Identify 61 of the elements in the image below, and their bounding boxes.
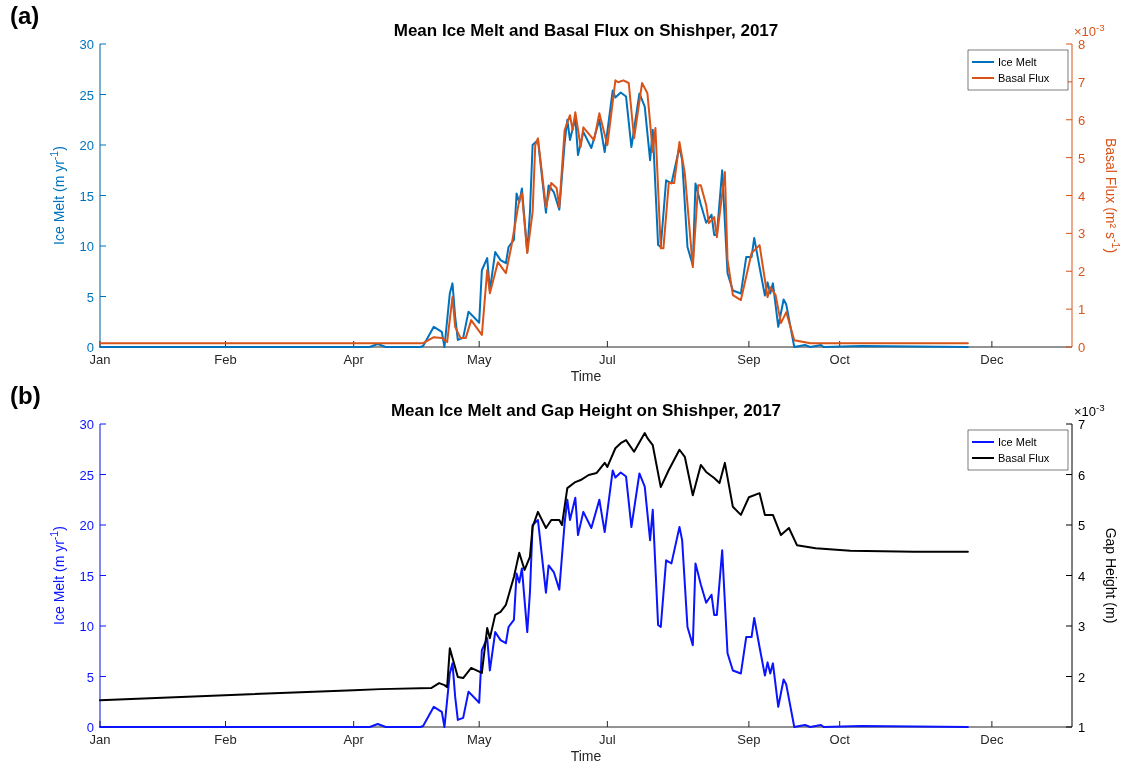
x-tick-label: Oct [829, 732, 851, 747]
y2-tick-label: 2 [1078, 264, 1086, 280]
line-series [99, 432, 969, 702]
y2-tick-label: 3 [1078, 619, 1086, 634]
x-tick-label: Jul [599, 352, 616, 367]
x-tick-label: Apr [343, 352, 365, 367]
y-tick-label: 10 [79, 619, 94, 634]
y-tick-label: 5 [86, 669, 94, 685]
y2-tick-label: 6 [1078, 112, 1086, 128]
chart-title: Mean Ice Melt and Gap Height on Shishper, 2017 [390, 401, 782, 420]
x-tick-label: Dec [980, 732, 1004, 747]
text: (a) [10, 2, 40, 29]
y-tick-label: 15 [79, 188, 94, 204]
x-tick-label: Dec [980, 352, 1004, 367]
line-series [99, 469, 969, 728]
y-tick-label: 30 [79, 417, 94, 432]
y2-tick-label: 1 [1078, 720, 1086, 735]
x-tick-label: May [466, 352, 492, 367]
y-tick-label: 0 [86, 720, 94, 735]
text: ×10$^{-3}$ [1074, 21, 1105, 39]
y-tick-label: 10 [79, 239, 94, 254]
y-tick-label: 5 [86, 289, 94, 305]
y-tick-label: 20 [79, 138, 94, 153]
x-tick-label: Oct [829, 352, 851, 367]
y2-tick-label: 7 [1078, 417, 1086, 432]
legend-label: Basal Flux [998, 72, 1050, 84]
y2-tick-label: 6 [1078, 467, 1086, 483]
y2-tick-label: 5 [1078, 150, 1086, 166]
y2-tick-label: 5 [1078, 518, 1086, 533]
chart-title: Mean Ice Melt and Basal Flux on Shishper, 2017 [393, 21, 779, 40]
x-axis-title: Time [570, 748, 602, 764]
y2-tick-label: 7 [1078, 74, 1086, 90]
y-tick-label: 25 [79, 467, 94, 483]
x-tick-label: Sep [737, 352, 761, 367]
legend-label: Ice Melt [998, 436, 1037, 448]
x-tick-label: Sep [737, 732, 761, 747]
legend-label: Ice Melt [998, 56, 1037, 68]
x-tick-label: Jul [599, 732, 616, 747]
y2-tick-label: 0 [1078, 340, 1086, 355]
y2-tick-label: 4 [1078, 188, 1086, 204]
y2-tick-label: 8 [1078, 37, 1086, 52]
y-tick-label: 30 [79, 37, 94, 52]
legend-label: Basal Flux [998, 452, 1050, 464]
x-tick-label: Feb [214, 352, 237, 367]
x-tick-label: Apr [343, 732, 365, 747]
text: (b) [10, 382, 41, 409]
x-tick-label: May [466, 732, 492, 747]
y2-axis-title: Gap Height (m) [1103, 527, 1119, 624]
x-axis-title: Time [570, 368, 602, 384]
y2-tick-label: 1 [1078, 302, 1086, 318]
y-tick-label: 15 [79, 568, 94, 584]
x-tick-label: Feb [214, 732, 237, 747]
y2-tick-label: 2 [1078, 669, 1086, 685]
y-tick-label: 25 [79, 87, 94, 103]
x-tick-label: Jan [89, 732, 111, 747]
x-tick-label: Jan [89, 352, 111, 367]
y-tick-label: 20 [79, 518, 94, 533]
y-tick-label: 0 [86, 340, 94, 355]
y2-tick-label: 3 [1078, 226, 1086, 242]
y2-tick-label: 4 [1078, 568, 1086, 584]
text: ×10$^{-3}$ [1074, 401, 1105, 419]
